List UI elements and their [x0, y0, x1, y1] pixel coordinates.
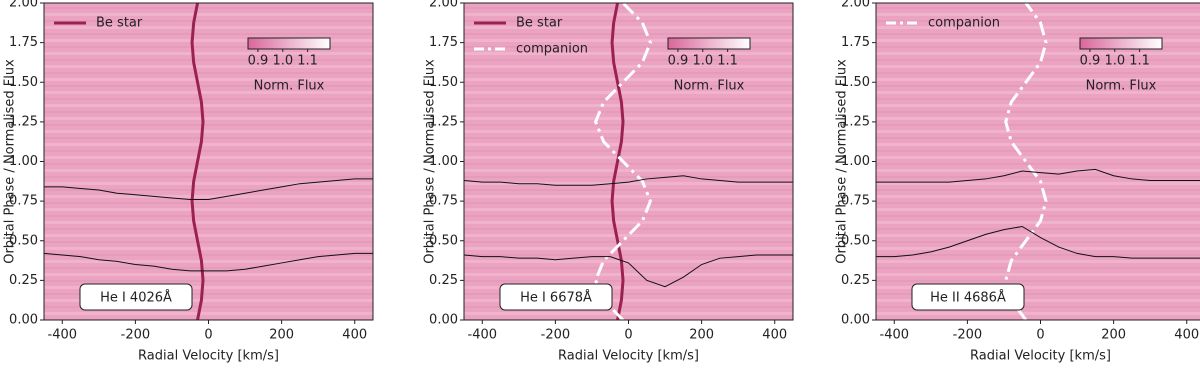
- colorbar-tick-label: 0.9: [1080, 54, 1101, 69]
- y-tick-label: 0.00: [841, 313, 870, 328]
- y-tick-label: 0.25: [9, 273, 38, 288]
- annotation: He I 6678Å: [520, 290, 592, 306]
- x-tick-label: 200: [689, 328, 714, 343]
- y-tick-label: 1.75: [9, 35, 38, 50]
- colorbar-label: Norm. Flux: [1086, 79, 1157, 94]
- y-tick-label: 1.25: [841, 114, 870, 129]
- y-tick-label: 1.00: [841, 154, 870, 169]
- series-line: [593, 3, 653, 320]
- series-line: [610, 3, 625, 320]
- profile-line: [464, 254, 793, 288]
- legend-label: Be star: [516, 16, 563, 31]
- x-tick-label: 0: [624, 328, 632, 343]
- x-tick-label: 200: [269, 328, 294, 343]
- colorbar: [1079, 37, 1163, 50]
- y-axis-label: Orbital Phase / Normalised Flux: [3, 59, 18, 264]
- profile-line: [464, 175, 793, 186]
- colorbar: [247, 37, 331, 50]
- x-tick-label: -200: [953, 328, 983, 343]
- colorbar-tick-label: 1.1: [1129, 54, 1150, 69]
- x-axis-label: Radial Velocity [km/s]: [138, 349, 279, 364]
- x-tick-label: -200: [541, 328, 571, 343]
- x-tick-label: -400: [880, 328, 910, 343]
- x-tick-label: -200: [121, 328, 151, 343]
- heatmap-texture: [876, 3, 1200, 320]
- profile-line: [876, 168, 1200, 183]
- colorbar-label: Norm. Flux: [254, 79, 325, 94]
- profile-line: [44, 252, 373, 272]
- y-tick-label: 0.00: [429, 313, 458, 328]
- y-tick-label: 0.50: [841, 233, 870, 248]
- plot-area: [876, 3, 1200, 320]
- y-tick-label: 0.75: [9, 194, 38, 209]
- y-tick-label: 1.75: [429, 35, 458, 50]
- series-line: [190, 3, 205, 320]
- x-tick-label: 400: [1174, 328, 1199, 343]
- colorbar-tick-label: 0.9: [248, 54, 269, 69]
- heatmap-texture: [44, 3, 373, 320]
- y-tick-label: 2.00: [9, 0, 38, 11]
- plot-area: [464, 3, 793, 320]
- x-tick-label: 400: [342, 328, 367, 343]
- y-tick-label: 1.25: [9, 114, 38, 129]
- y-tick-label: 1.25: [429, 114, 458, 129]
- annotation: He I 4026Å: [100, 290, 172, 306]
- y-tick-label: 0.75: [429, 194, 458, 209]
- legend-label: companion: [928, 16, 1000, 31]
- y-tick-label: 1.00: [9, 154, 38, 169]
- annotation-box: [911, 283, 1025, 311]
- plot-area: [44, 3, 373, 320]
- x-axis-label: Radial Velocity [km/s]: [558, 349, 699, 364]
- y-tick-label: 0.00: [9, 313, 38, 328]
- colorbar-tick-label: 1.1: [717, 54, 738, 69]
- series-line: [1004, 3, 1048, 320]
- colorbar-tick-label: 1.0: [1104, 54, 1125, 69]
- y-axis-label: Orbital Phase / Normalised Flux: [423, 59, 438, 264]
- y-tick-label: 0.50: [429, 233, 458, 248]
- x-axis-label: Radial Velocity [km/s]: [970, 349, 1111, 364]
- y-tick-label: 0.25: [841, 273, 870, 288]
- legend-label: Be star: [96, 16, 143, 31]
- y-tick-label: 1.50: [9, 75, 38, 90]
- profile-line: [876, 225, 1200, 259]
- x-tick-label: 0: [204, 328, 212, 343]
- annotation-box: [79, 283, 193, 311]
- y-tick-label: 1.50: [841, 75, 870, 90]
- x-tick-label: -400: [468, 328, 498, 343]
- colorbar-label: Norm. Flux: [674, 79, 745, 94]
- x-tick-label: -400: [48, 328, 78, 343]
- colorbar-tick-label: 1.0: [272, 54, 293, 69]
- x-tick-label: 200: [1101, 328, 1126, 343]
- y-tick-label: 1.75: [841, 35, 870, 50]
- heatmap-texture: [464, 3, 793, 320]
- colorbar-tick-label: 0.9: [668, 54, 689, 69]
- y-tick-label: 0.75: [841, 194, 870, 209]
- y-tick-label: 2.00: [429, 0, 458, 11]
- x-tick-label: 400: [762, 328, 787, 343]
- annotation: He II 4686Å: [930, 290, 1006, 306]
- y-tick-label: 2.00: [841, 0, 870, 11]
- y-tick-label: 1.00: [429, 154, 458, 169]
- x-tick-label: 0: [1036, 328, 1044, 343]
- y-axis-label: Orbital Phase / Normalised Flux: [835, 59, 850, 264]
- y-tick-label: 1.50: [429, 75, 458, 90]
- colorbar: [667, 37, 751, 50]
- colorbar-tick-label: 1.0: [692, 54, 713, 69]
- colorbar-tick-label: 1.1: [297, 54, 318, 69]
- legend-label: companion: [516, 42, 588, 57]
- y-tick-label: 0.25: [429, 273, 458, 288]
- y-tick-label: 0.50: [9, 233, 38, 248]
- profile-line: [44, 178, 373, 201]
- annotation-box: [499, 283, 613, 311]
